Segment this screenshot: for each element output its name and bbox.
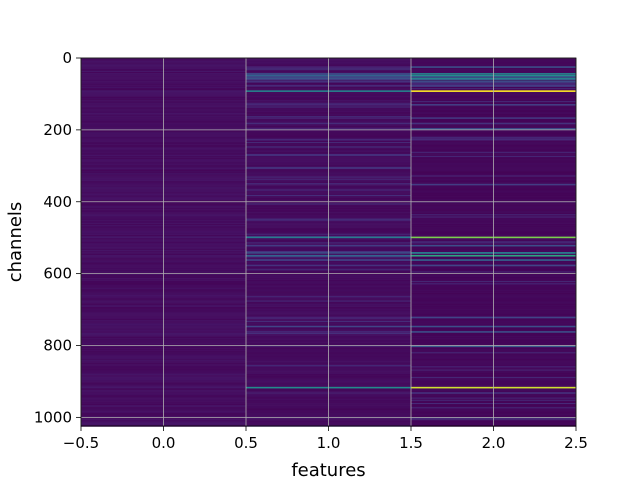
x-axis-label: features: [291, 460, 365, 480]
y-tick-label: 1000: [34, 408, 72, 426]
plot-area: [80, 57, 577, 427]
x-tick-label: 0.5: [234, 434, 258, 452]
x-tick-label: 2.0: [482, 434, 506, 452]
y-tick-label: 800: [43, 337, 72, 355]
y-tick-label: 600: [43, 265, 72, 283]
x-tick-label: −0.5: [63, 434, 99, 452]
y-tick-label: 0: [62, 49, 72, 67]
x-tick-label: 0.0: [152, 434, 176, 452]
x-tick-label: 1.5: [399, 434, 423, 452]
x-tick-label: 1.0: [317, 434, 341, 452]
y-axis-label: channels: [5, 202, 26, 283]
x-tick-label: 2.5: [564, 434, 588, 452]
y-tick-label: 400: [43, 193, 72, 211]
y-tick-label: 200: [43, 121, 72, 139]
y-axis: 0 200 400 600 800 1000: [34, 49, 81, 426]
x-axis: −0.5 0.0 0.5 1.0 1.5 2.0 2.5: [63, 426, 588, 452]
